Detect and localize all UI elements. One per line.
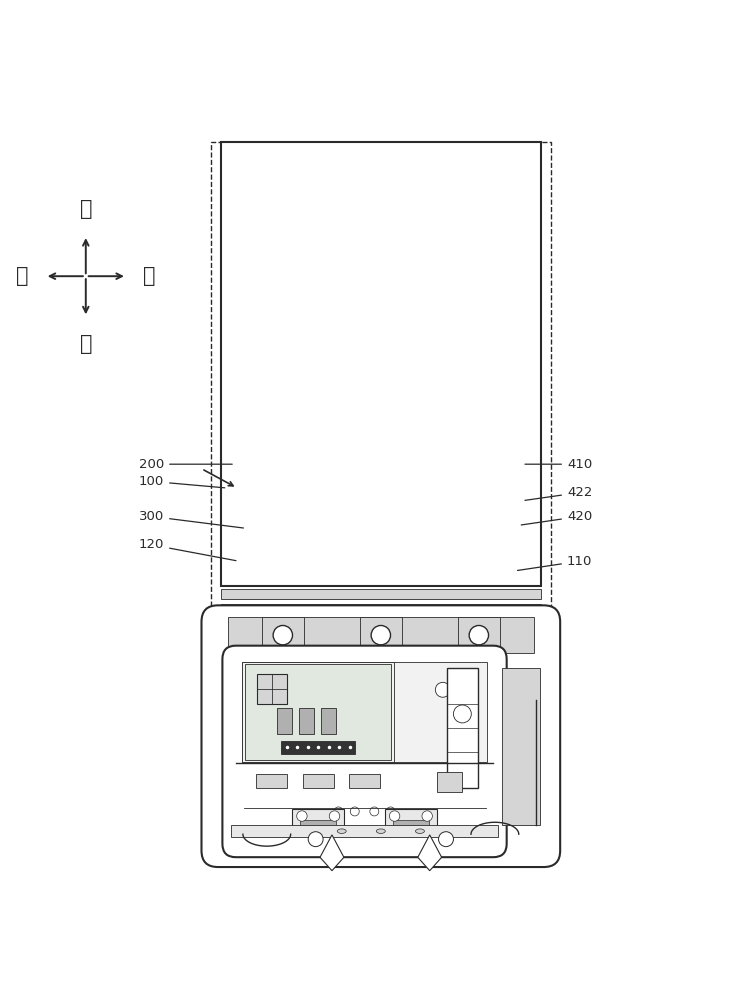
Circle shape: [386, 807, 395, 816]
Text: 120: 120: [139, 538, 236, 561]
Circle shape: [436, 682, 451, 697]
Circle shape: [389, 811, 400, 821]
Text: 300: 300: [139, 510, 243, 528]
Circle shape: [372, 625, 391, 645]
Bar: [385, 809, 436, 835]
Bar: [457, 617, 500, 655]
Circle shape: [370, 807, 379, 816]
Bar: [221, 604, 541, 616]
Bar: [281, 741, 355, 754]
Polygon shape: [320, 835, 344, 871]
Bar: [231, 825, 498, 837]
Text: 410: 410: [525, 458, 592, 471]
Circle shape: [454, 705, 471, 723]
Bar: [245, 664, 392, 760]
Circle shape: [308, 832, 323, 847]
Text: 420: 420: [521, 510, 592, 525]
Bar: [436, 772, 463, 792]
Bar: [257, 674, 287, 704]
Bar: [257, 674, 287, 704]
FancyBboxPatch shape: [222, 646, 507, 857]
Bar: [447, 668, 477, 788]
Bar: [228, 617, 534, 653]
Text: 110: 110: [518, 555, 592, 570]
Bar: [300, 820, 336, 833]
Bar: [277, 708, 292, 734]
FancyBboxPatch shape: [201, 605, 560, 867]
Bar: [298, 708, 314, 734]
Bar: [303, 774, 333, 788]
Bar: [262, 617, 304, 655]
Text: 左: 左: [16, 266, 28, 286]
Circle shape: [297, 811, 307, 821]
Text: 后: 后: [80, 199, 92, 219]
Bar: [211, 142, 551, 858]
Bar: [242, 662, 487, 762]
Circle shape: [469, 625, 489, 645]
Circle shape: [422, 811, 433, 821]
Bar: [257, 774, 287, 788]
Circle shape: [273, 625, 292, 645]
Bar: [349, 774, 380, 788]
Bar: [221, 589, 541, 599]
Text: 200: 200: [139, 458, 232, 471]
Text: 右: 右: [143, 266, 156, 286]
Bar: [502, 668, 540, 825]
Circle shape: [329, 811, 339, 821]
Bar: [321, 708, 336, 734]
Polygon shape: [418, 835, 442, 871]
Circle shape: [334, 807, 343, 816]
Ellipse shape: [337, 829, 346, 833]
Bar: [360, 617, 402, 655]
Ellipse shape: [376, 829, 385, 833]
Circle shape: [439, 832, 454, 847]
Bar: [257, 674, 287, 704]
Bar: [292, 809, 344, 835]
Bar: [242, 662, 394, 762]
Text: 422: 422: [525, 486, 592, 500]
Text: 100: 100: [139, 475, 225, 488]
Text: 前: 前: [80, 334, 92, 354]
Ellipse shape: [416, 829, 424, 833]
Bar: [221, 142, 541, 586]
Circle shape: [351, 807, 360, 816]
Bar: [393, 820, 429, 833]
